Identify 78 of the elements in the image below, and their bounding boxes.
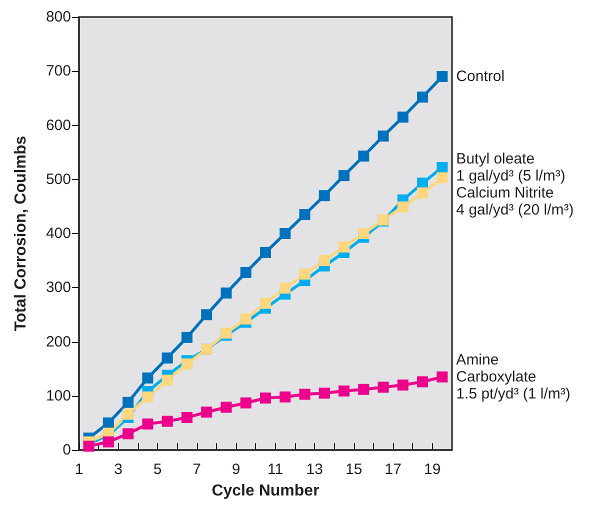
point [318,255,330,266]
point [397,380,408,391]
series-label: Control [456,68,505,86]
point [318,388,330,399]
point [181,332,192,343]
point [181,412,192,424]
point [417,187,428,198]
x-tick-label: 17 [384,461,402,478]
y-tick-label: 500 [46,170,71,188]
point [436,162,448,173]
point [181,358,192,370]
point [280,228,291,239]
point [240,266,252,278]
point [358,384,370,395]
x-tick-label: 3 [114,461,122,478]
point [280,391,291,402]
point [142,418,154,430]
point [338,386,350,397]
point [299,209,310,220]
series-label: Butyl oleate 1 gal/yd³ (5 l/m³) [456,150,566,184]
point [162,352,173,364]
point [102,417,114,428]
y-tick-label: 300 [46,279,71,296]
point [436,371,448,382]
y-tick-label: 400 [46,225,71,242]
y-tick-label: 700 [46,62,71,80]
point [260,246,271,258]
point [318,190,330,202]
point [122,396,134,408]
point [358,150,370,162]
point [142,372,154,384]
x-axis-title: Cycle Number [212,482,320,500]
point [220,288,232,299]
y-tick-label: 0 [62,442,71,458]
point [260,392,271,404]
point [417,178,428,189]
point [378,382,389,393]
x-tick-label: 15 [346,461,362,478]
point [417,92,428,103]
y-axis-title: Total Corrosion, Coulmbs [12,136,30,332]
x-tick-label: 11 [268,461,284,478]
point [162,416,173,427]
x-tick-label: 13 [306,461,323,478]
point [280,282,291,294]
x-tick-label: 1 [74,461,84,478]
point [162,374,173,386]
series-label: Amine Carboxylate 1.5 pt/yd³ (1 l/m³) [456,351,570,402]
point [122,408,134,420]
y-tick-label: 600 [46,116,71,134]
y-tick-label: 100 [46,387,71,404]
point [417,376,428,388]
point [436,71,448,82]
x-tick-label: 5 [153,461,162,478]
point [240,397,252,408]
point [299,268,310,280]
point [102,436,114,448]
point [338,242,350,253]
point [122,428,134,440]
point [397,201,408,212]
point [358,228,370,239]
x-tick-label: 19 [424,461,441,478]
point [299,388,310,400]
point [220,402,232,413]
point [201,406,212,418]
point [83,440,94,452]
point [240,314,252,325]
point [201,309,212,320]
series-label: Calcium Nitrite 4 gal/yd³ (20 l/m³) [456,184,574,218]
y-tick-label: 800 [46,8,71,26]
point [436,172,448,184]
point [378,130,389,142]
point [397,112,408,123]
y-tick-label: 200 [46,333,71,350]
point [338,170,350,182]
x-tick-label: 7 [192,461,201,478]
point [260,298,271,309]
point [142,391,154,402]
x-tick-label: 9 [232,461,240,478]
